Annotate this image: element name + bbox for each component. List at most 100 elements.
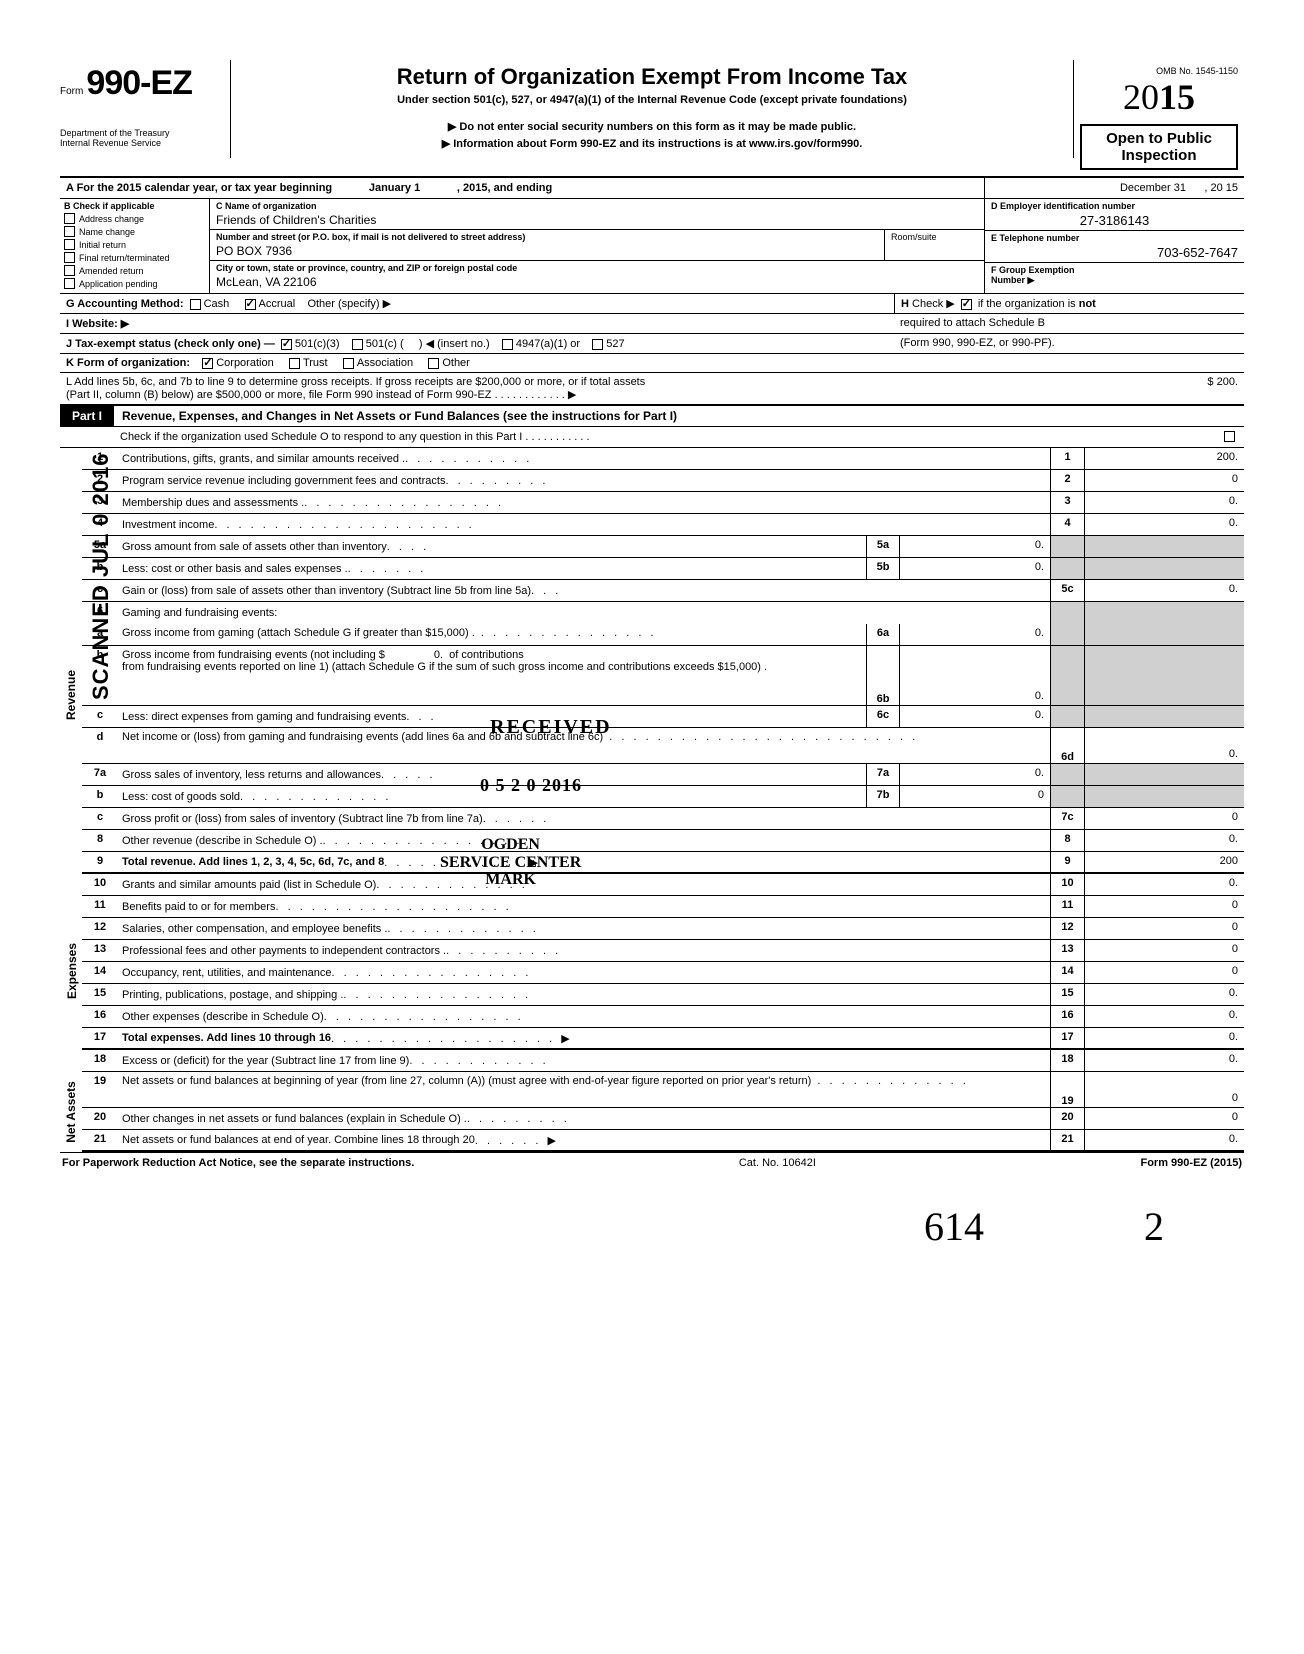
col-amt: 0. [1084,1006,1244,1027]
leader-dots: . . . . . . . . . . . . . . . [475,627,657,639]
subtitle: Under section 501(c), 527, or 4947(a)(1)… [239,94,1065,106]
line-num: 6 [82,602,118,624]
col-num: 7c [1050,808,1084,829]
line-num: b [82,646,118,705]
col-amt: 0 [1084,940,1244,961]
line-num: b [82,558,118,579]
tax-year: 2015 [1080,76,1238,118]
chk-schedule-o[interactable] [1224,431,1235,442]
chk-4947[interactable] [502,339,513,350]
line-num: 12 [82,918,118,939]
t: Net assets or fund balances at end of ye… [122,1134,475,1146]
cash-label: Cash [204,298,230,310]
leader-dots: . . . . . . . . . [467,1113,570,1125]
chk-cash[interactable] [190,299,201,310]
chk-other-org[interactable] [428,358,439,369]
line-desc: Professional fees and other payments to … [118,940,1050,961]
row-g: G Accounting Method: Cash Accrual Other … [60,294,894,313]
line-15: 15 Printing, publications, postage, and … [82,984,1244,1006]
501c-label: 501(c) ( [366,338,404,350]
part-i-title: Revenue, Expenses, and Changes in Net As… [114,406,685,426]
leader-dots: . . . . . . . . . . . . . . . . . [324,1011,524,1023]
mini-amt: 0. [900,624,1050,645]
t3: from fundraising events reported on line… [122,661,767,673]
line-num: c [82,580,118,601]
room-suite-label: Room/suite [891,232,978,242]
mini-num: 7a [866,764,900,785]
chk-527[interactable] [592,339,603,350]
checkbox-icon [64,252,75,263]
handwritten-2: 2 [1144,1203,1164,1250]
col-amt: 200 [1084,852,1244,872]
line-desc: Printing, publications, postage, and shi… [118,984,1050,1005]
leader-dots: . . . . . . . . . . . . . . . . . . . . [275,901,511,913]
website-label: I Website: ▶ [66,318,129,330]
chk-initial-return[interactable]: Initial return [64,239,205,250]
chk-lbl: Address change [79,214,144,224]
leader-dots: . . . . . . . . . [445,475,548,487]
open-line2: Inspection [1086,147,1232,164]
chk-amended-return[interactable]: Amended return [64,265,205,276]
col-num-shaded [1050,646,1084,705]
col-num-shaded [1050,558,1084,579]
line-a-left: A For the 2015 calendar year, or tax yea… [60,178,984,198]
chk-final-return[interactable]: Final return/terminated [64,252,205,263]
chk-501c[interactable] [352,339,363,350]
line-5a: 5a Gross amount from sale of assets othe… [82,536,1244,558]
assoc-label: Association [357,357,413,369]
leader-dots: . . . . . . . . . . . . . [387,923,538,935]
k-label: K Form of organization: [66,357,190,369]
chk-accrual[interactable] [245,299,256,310]
t: Investment income [122,519,214,531]
line-10: 10 Grants and similar amounts paid (list… [82,874,1244,896]
mini-amt: 0. [900,706,1050,727]
line-num: 9 [82,852,118,872]
net-assets-label: Net Assets [64,1081,78,1143]
line-num: 18 [82,1050,118,1071]
mini-num: 6b [866,646,900,705]
chk-501c3[interactable] [281,339,292,350]
line-20: 20 Other changes in net assets or fund b… [82,1108,1244,1130]
chk-trust[interactable] [289,358,300,369]
h-text1: H Check ▶ if the organization is not [901,298,1096,310]
chk-application-pending[interactable]: Application pending [64,278,205,289]
line-desc: Gross income from gaming (attach Schedul… [118,624,866,645]
leader-dots: . . . . . . . . . . . . . . . . [343,989,531,1001]
chk-lbl: Name change [79,227,135,237]
org-name-value: Friends of Children's Charities [216,213,978,227]
col-amt: 0. [1084,514,1244,535]
handwritten-1: 614 [924,1203,984,1250]
col-amt-shaded [1084,646,1244,705]
chk-association[interactable] [343,358,354,369]
col-amt-shaded [1084,536,1244,557]
title-cell: Return of Organization Exempt From Incom… [230,60,1074,158]
col-num: 12 [1050,918,1084,939]
line-7b: b Less: cost of goods sold . . . . . . .… [82,786,1244,808]
line-a-begin: January 1 [369,182,420,194]
t: Membership dues and assessments . [122,497,304,509]
checkbox-icon [64,265,75,276]
chk-address-change[interactable]: Address change [64,213,205,224]
chk-schedule-b[interactable] [961,299,972,310]
col-num-shaded [1050,536,1084,557]
line-num: 8 [82,830,118,851]
t: Salaries, other compensation, and employ… [122,923,387,935]
t: Contributions, gifts, grants, and simila… [122,453,405,465]
t: Net assets or fund balances at beginning… [122,1075,811,1087]
line-l-text: L Add lines 5b, 6c, and 7b to line 9 to … [66,376,1118,401]
t: Other changes in net assets or fund bala… [122,1113,467,1125]
col-num: 21 [1050,1130,1084,1150]
t: Occupancy, rent, utilities, and maintena… [122,967,332,979]
chk-name-change[interactable]: Name change [64,226,205,237]
addr-cell: Number and street (or P.O. box, if mail … [210,230,884,260]
leader-dots: . . . . . . . [348,563,427,575]
expenses-section: Expenses 10 Grants and similar amounts p… [60,874,1244,1050]
form-prefix: Form [60,86,83,97]
chk-lbl: Application pending [79,279,158,289]
line-num: a [82,624,118,645]
chk-corporation[interactable] [202,358,213,369]
leader-dots: . . . . . . . . . . . . . [240,791,391,803]
net-assets-section: Net Assets 18 Excess or (deficit) for th… [60,1050,1244,1152]
part-i-header: Part I Revenue, Expenses, and Changes in… [60,406,1244,427]
leader-dots: . . . . . . . . . . . . . . . . . [323,835,523,847]
